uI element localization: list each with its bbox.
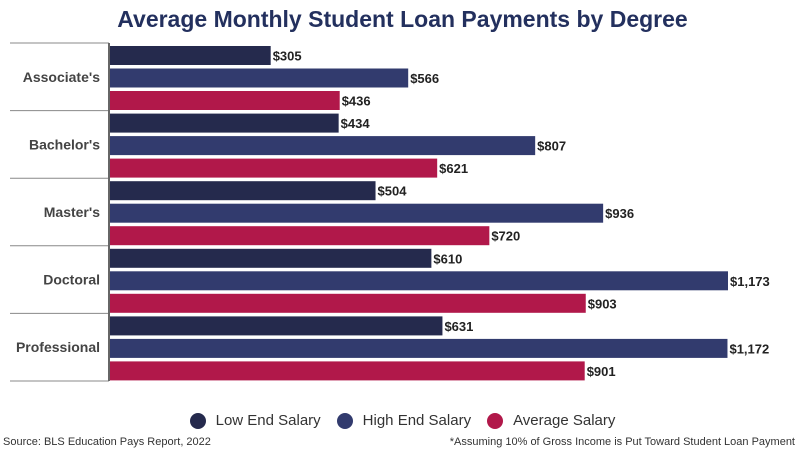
bar-low-end-salary — [110, 181, 376, 201]
bar-average-salary — [110, 361, 585, 381]
legend-label-average: Average Salary — [513, 412, 616, 429]
data-label: $901 — [587, 364, 616, 379]
bar-average-salary — [110, 91, 340, 110]
legend-item-low: Low End Salary — [189, 412, 321, 429]
bar-high-end-salary — [110, 203, 604, 223]
legend-swatch-high — [336, 412, 353, 429]
data-label: $720 — [491, 229, 520, 244]
chart-title: Average Monthly Student Loan Payments by… — [117, 6, 688, 32]
legend-label-low: Low End Salary — [215, 412, 321, 429]
data-label: $434 — [341, 116, 371, 131]
bar-low-end-salary — [110, 316, 443, 336]
data-label: $610 — [433, 251, 462, 266]
legend-label-high: High End Salary — [362, 412, 472, 429]
bar-high-end-salary — [110, 338, 728, 358]
data-label: $436 — [342, 94, 371, 109]
legend-item-average: Average Salary — [487, 412, 615, 429]
bar-average-salary — [110, 158, 438, 178]
legend-swatch-average — [487, 412, 504, 429]
data-label: $807 — [537, 139, 566, 154]
data-label: $631 — [444, 319, 473, 334]
bar-average-salary — [110, 293, 586, 313]
category-label: Associate's — [23, 69, 100, 85]
category-label: Bachelor's — [29, 136, 100, 152]
category-label: Doctoral — [43, 272, 100, 288]
bar-high-end-salary — [110, 271, 728, 291]
legend-item-high: High End Salary — [336, 412, 472, 429]
data-label: $504 — [378, 184, 408, 199]
data-label: $903 — [588, 296, 617, 311]
bar-low-end-salary — [110, 113, 339, 133]
assumption-note: *Assuming 10% of Gross Income is Put Tow… — [449, 436, 795, 448]
bar-low-end-salary — [110, 248, 432, 268]
data-label: $621 — [439, 161, 468, 176]
data-label: $305 — [273, 49, 302, 64]
legend-swatch-low — [189, 412, 206, 429]
bar-low-end-salary — [110, 46, 271, 65]
data-label: $566 — [410, 71, 439, 86]
legend: Low End Salary High End Salary Average S… — [0, 412, 805, 429]
category-label: Master's — [44, 204, 100, 220]
bar-average-salary — [110, 226, 490, 246]
data-label: $1,172 — [729, 341, 769, 356]
data-label: $936 — [605, 206, 634, 221]
category-label: Professional — [16, 339, 100, 355]
data-label: $1,173 — [730, 274, 770, 289]
bar-high-end-salary — [110, 68, 409, 88]
source-note: Source: BLS Education Pays Report, 2022 — [3, 436, 211, 448]
bar-high-end-salary — [110, 136, 536, 156]
